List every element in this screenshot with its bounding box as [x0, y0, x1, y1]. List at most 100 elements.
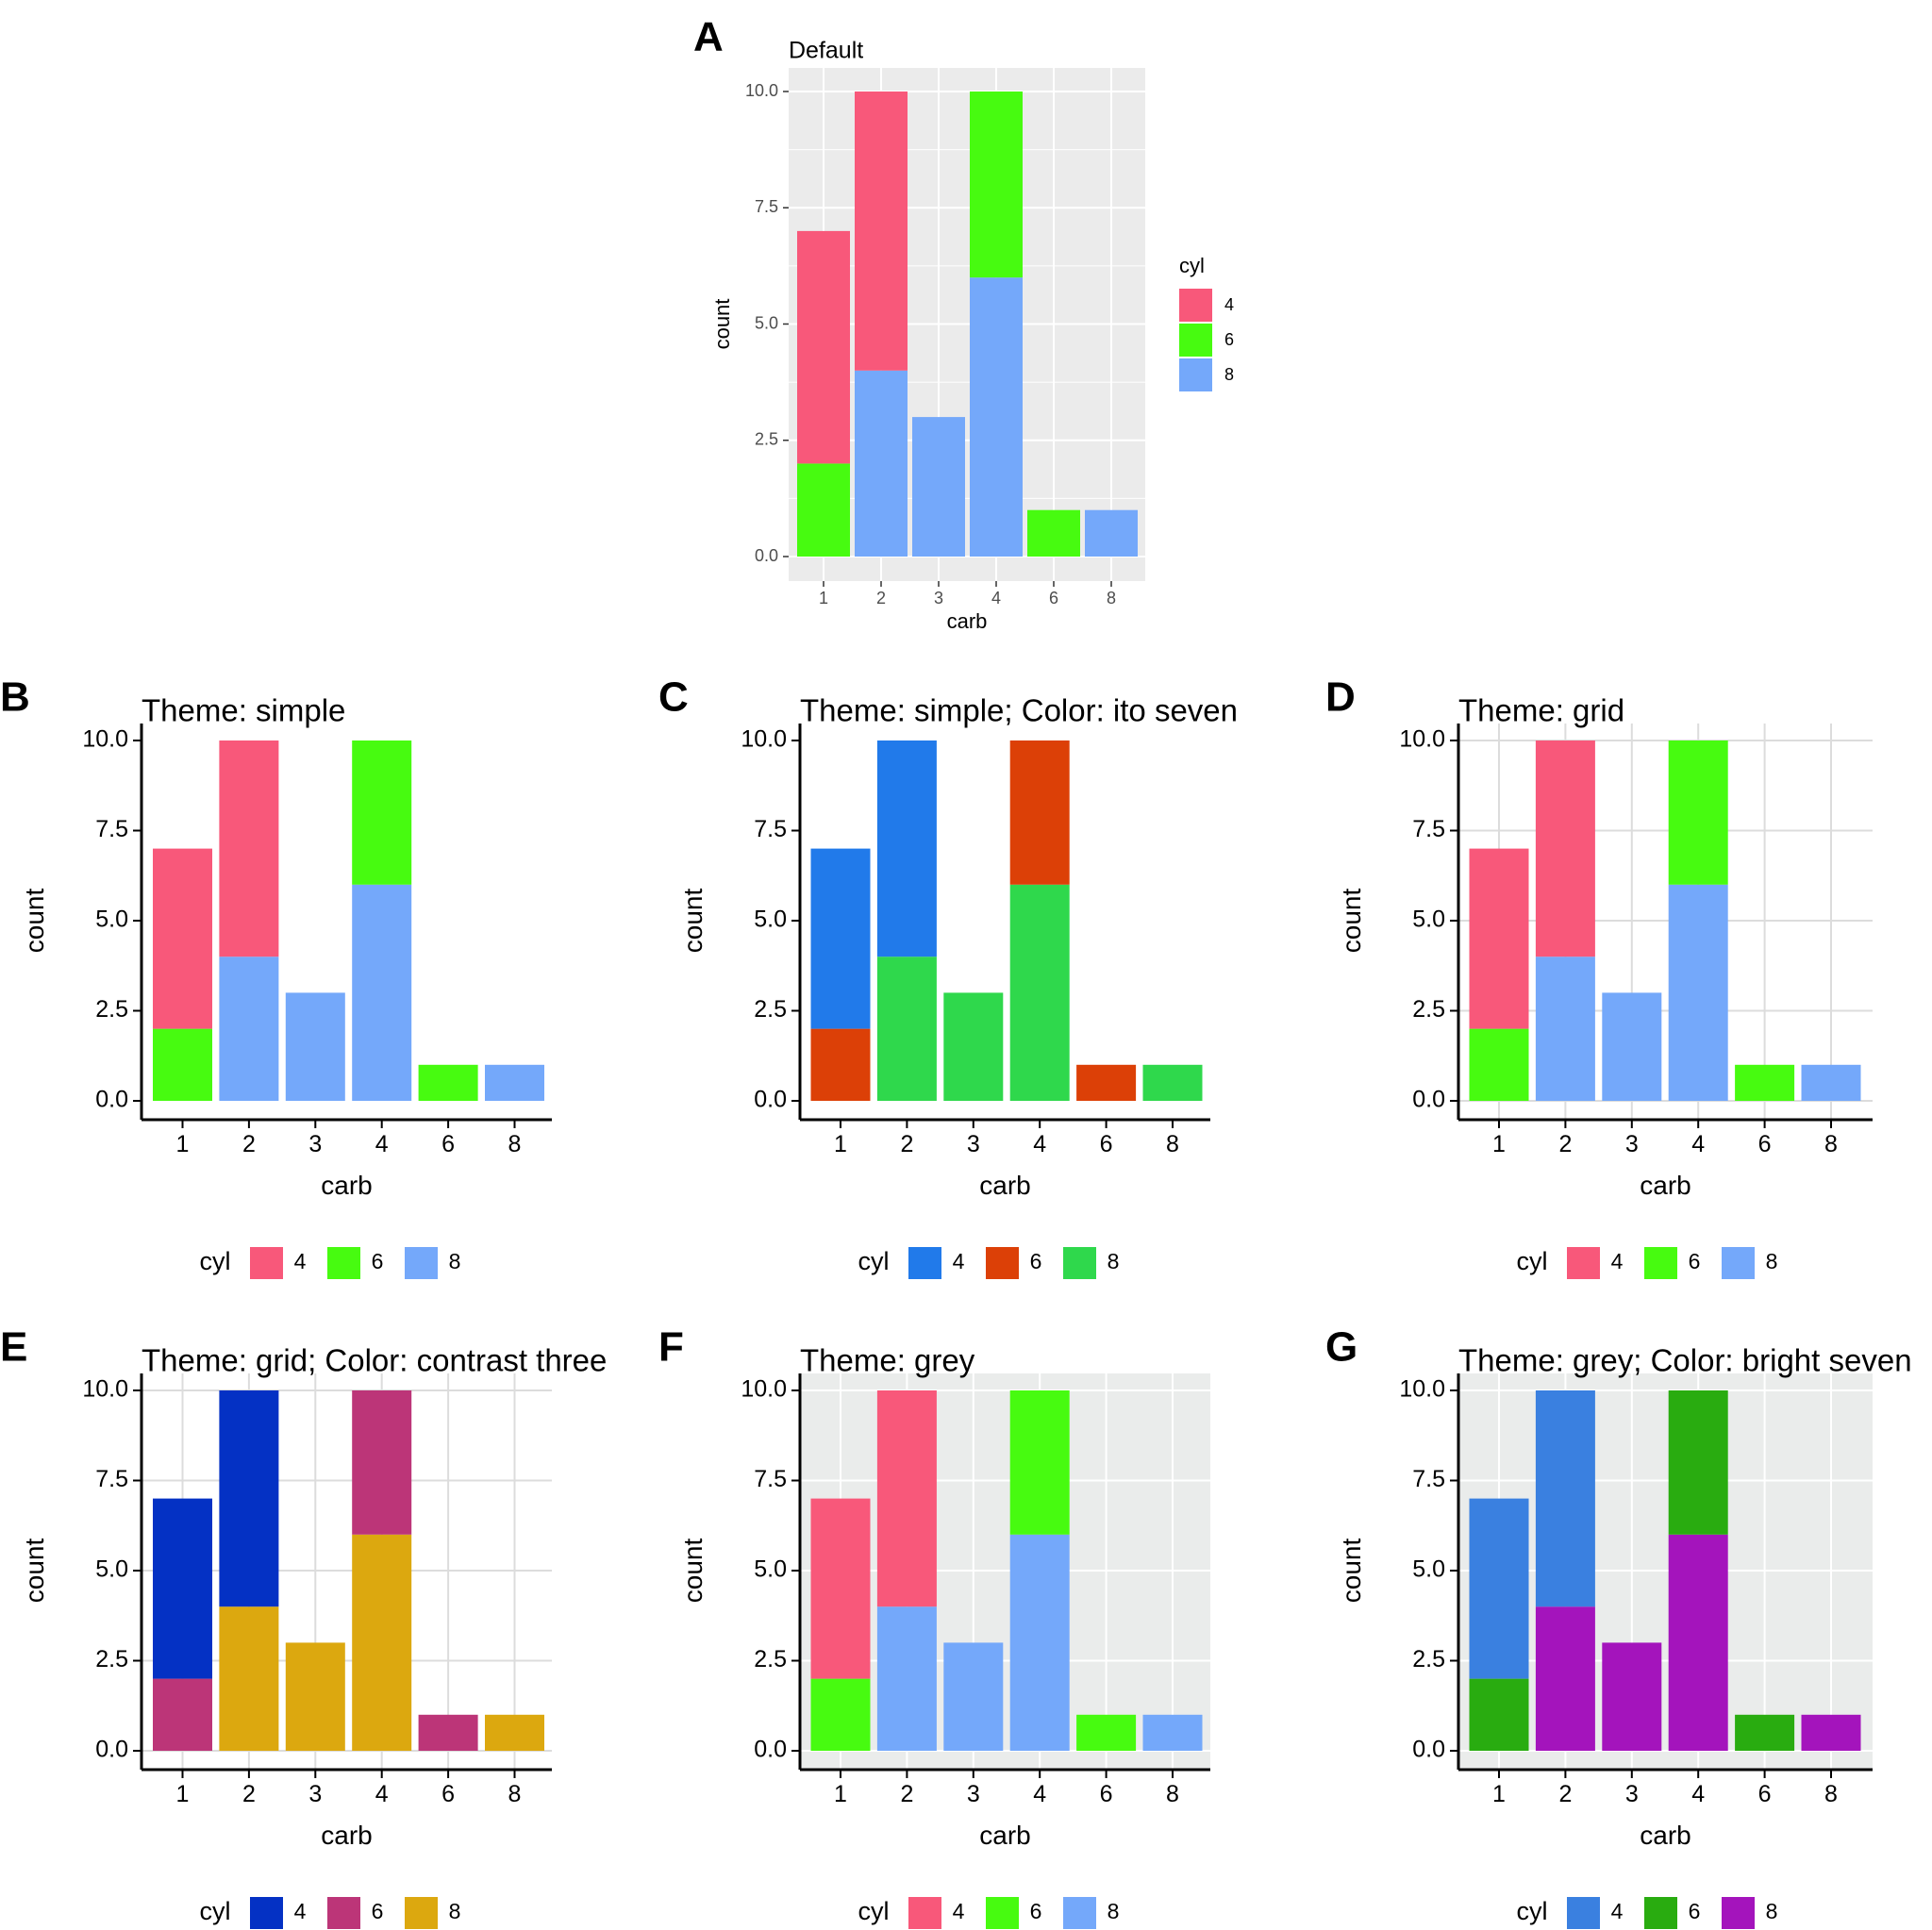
bar-carb-2-cyl-8: [876, 1606, 937, 1751]
legend-title: cyl: [1517, 1897, 1548, 1925]
legend-label: 4: [953, 1899, 965, 1923]
x-tick-label: 3: [1625, 1131, 1639, 1157]
bar-carb-8-cyl-8: [485, 1714, 544, 1751]
bar-carb-1-cyl-6: [1469, 1028, 1529, 1101]
y-tick-label: 7.5: [754, 1466, 787, 1492]
legend-swatch: [405, 1897, 438, 1929]
x-tick-label: 8: [508, 1781, 522, 1807]
legend: cyl 4 6 8: [1179, 254, 1234, 391]
y-tick-label: 5.0: [1412, 907, 1445, 933]
x-axis-title: carb: [1640, 1171, 1690, 1200]
panel-g: G 0.0 2.5 5.0 7.5 10.0 1 2 3 4 6 8 carb count Theme: g…: [1325, 1324, 1912, 1929]
bar-carb-6-cyl-6: [1027, 509, 1080, 557]
x-tick-label: 2: [242, 1131, 256, 1157]
y-tick-label: 0.0: [1412, 1737, 1445, 1763]
y-tick-label: 5.0: [95, 907, 128, 933]
x-tick-label: 1: [834, 1781, 847, 1807]
bars: [1469, 1390, 1861, 1751]
legend-swatch: [908, 1247, 941, 1279]
panel-letter: D: [1325, 674, 1356, 721]
x-tick-label: 6: [1100, 1131, 1113, 1157]
legend-swatch: [1644, 1247, 1677, 1279]
bar-carb-4-cyl-8: [1668, 884, 1728, 1101]
x-tick-label: 1: [176, 1781, 190, 1807]
legend-swatch: [327, 1247, 360, 1279]
legend-label: 6: [1030, 1899, 1042, 1923]
bar-carb-2-cyl-8: [219, 1606, 279, 1751]
x-tick-label: 3: [1625, 1781, 1639, 1807]
x-tick-label: 2: [876, 589, 886, 607]
y-tick-label: 0.0: [754, 1737, 787, 1763]
legend-label: 4: [1224, 295, 1234, 314]
bar-carb-4-cyl-8: [352, 884, 412, 1101]
x-tick-label: 3: [308, 1131, 322, 1157]
bar-carb-1-cyl-4: [153, 848, 212, 1029]
panel-f: F 0.0 2.5 5.0 7.5 10.0 1 2 3 4 6 8 carb count Theme: g…: [658, 1324, 1210, 1929]
legend: cyl 4 6 8: [858, 1897, 1119, 1929]
legend: cyl 4 6 8: [858, 1247, 1119, 1279]
bar-carb-6-cyl-6: [1076, 1064, 1137, 1101]
y-tick-label: 7.5: [754, 816, 787, 842]
bar-carb-1-cyl-4: [810, 1498, 871, 1679]
x-tick-label: 1: [1492, 1131, 1506, 1157]
legend-label: 8: [449, 1899, 461, 1923]
legend-label: 4: [1611, 1899, 1624, 1923]
bar-carb-3-cyl-8: [943, 1642, 1004, 1751]
x-tick-label: 2: [242, 1781, 256, 1807]
x-axis-title: carb: [321, 1821, 372, 1850]
y-axis-title: count: [710, 299, 734, 350]
legend-title: cyl: [1517, 1247, 1548, 1275]
legend-swatch: [986, 1897, 1019, 1929]
legend-swatch: [250, 1247, 283, 1279]
legend-swatch: [327, 1897, 360, 1929]
legend-label: 8: [449, 1249, 461, 1273]
panel-c: C 0.0 2.5 5.0 7.5 10.0 1 2 3 4 6 8 carb count Theme: s…: [658, 674, 1238, 1279]
bars: [810, 1390, 1203, 1751]
legend: cyl 4 6 8: [1517, 1247, 1778, 1279]
legend-swatch: [1179, 358, 1212, 391]
bar-carb-8-cyl-8: [1801, 1714, 1861, 1751]
x-tick-label: 8: [1824, 1781, 1838, 1807]
chart-title: Default: [789, 38, 863, 64]
legend-label: 8: [1766, 1249, 1778, 1273]
bar-carb-3-cyl-8: [285, 1642, 345, 1751]
y-tick-label: 10.0: [1399, 1376, 1445, 1403]
y-tick-label: 10.0: [741, 1376, 787, 1403]
y-tick-label: 2.5: [754, 996, 787, 1023]
bar-carb-3-cyl-8: [285, 992, 345, 1101]
legend-swatch: [1722, 1897, 1755, 1929]
legend-swatch: [250, 1897, 283, 1929]
legend-swatch: [1567, 1897, 1600, 1929]
x-tick-label: 8: [1824, 1131, 1838, 1157]
x-tick-label: 4: [1033, 1131, 1046, 1157]
x-tick-label: 6: [441, 1131, 455, 1157]
x-tick-label: 3: [308, 1781, 322, 1807]
legend-swatch: [1567, 1247, 1600, 1279]
legend-swatch: [1722, 1247, 1755, 1279]
bar-carb-6-cyl-6: [1735, 1714, 1795, 1751]
legend: cyl 4 6 8: [200, 1247, 461, 1279]
y-tick-label: 7.5: [1412, 1466, 1445, 1492]
bar-carb-4-cyl-8: [1009, 884, 1070, 1101]
x-tick-label: 4: [1691, 1131, 1705, 1157]
legend-label: 6: [1689, 1899, 1701, 1923]
panel-e: E 0.0 2.5 5.0 7.5 10.0 1 2 3 4 6 8 carb count Theme: g…: [0, 1324, 607, 1929]
chart-title: Theme: simple: [142, 693, 345, 728]
x-tick-label: 3: [967, 1781, 980, 1807]
legend-title: cyl: [200, 1897, 231, 1925]
x-tick-label: 2: [1558, 1781, 1572, 1807]
y-tick-label: 10.0: [741, 726, 787, 753]
bar-carb-2-cyl-8: [855, 370, 908, 557]
x-tick-label: 6: [1758, 1131, 1772, 1157]
panel-letter: A: [693, 14, 724, 60]
y-tick-label: 7.5: [755, 197, 778, 216]
legend-title: cyl: [1179, 254, 1205, 277]
panel-a: A 0.0 2.5 5.0 7.5 10.0 1 2 3 4 6 8 carb count Default c…: [693, 14, 1234, 633]
legend-swatch: [1644, 1897, 1677, 1929]
y-tick-label: 7.5: [95, 816, 128, 842]
panel-letter: B: [0, 674, 30, 721]
bar-carb-4-cyl-8: [1668, 1534, 1728, 1751]
panel-letter: C: [658, 674, 689, 721]
y-axis-title: count: [678, 889, 708, 954]
legend: cyl 4 6 8: [1517, 1897, 1777, 1929]
